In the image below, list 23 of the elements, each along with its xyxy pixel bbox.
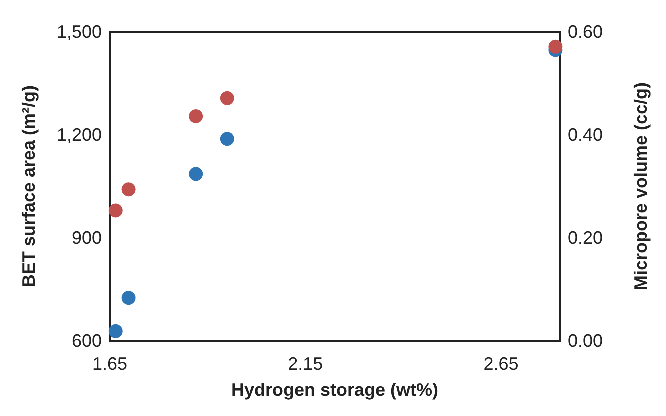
y2-tick-label: 0.60 bbox=[568, 22, 604, 42]
y2-tick-label: 0.40 bbox=[568, 125, 604, 145]
point bbox=[108, 204, 123, 218]
point bbox=[122, 182, 136, 197]
y-tick-label: 600 bbox=[72, 331, 102, 351]
point bbox=[189, 167, 204, 182]
y-axis-title: BET surface area (m²/g) bbox=[19, 85, 39, 288]
y2-axis-title: Micropore volume (cc/g) bbox=[631, 82, 651, 291]
y-tick-label: 900 bbox=[72, 228, 102, 248]
x-tick-label: 2.15 bbox=[288, 354, 324, 374]
point bbox=[122, 291, 136, 306]
point bbox=[220, 132, 234, 146]
point bbox=[108, 324, 123, 338]
y2-tick-label: 0.20 bbox=[568, 228, 604, 248]
point bbox=[189, 109, 204, 124]
y-tick-label: 1,500 bbox=[56, 22, 102, 42]
point bbox=[220, 91, 234, 106]
x-tick-label: 2.65 bbox=[484, 354, 519, 374]
x-tick-label: 1.65 bbox=[92, 354, 128, 374]
y-tick-label: 1,200 bbox=[56, 125, 102, 145]
point bbox=[548, 40, 563, 54]
y2-tick-label: 0.00 bbox=[568, 331, 604, 351]
x-axis-title: Hydrogen storage (wt%) bbox=[231, 380, 439, 400]
